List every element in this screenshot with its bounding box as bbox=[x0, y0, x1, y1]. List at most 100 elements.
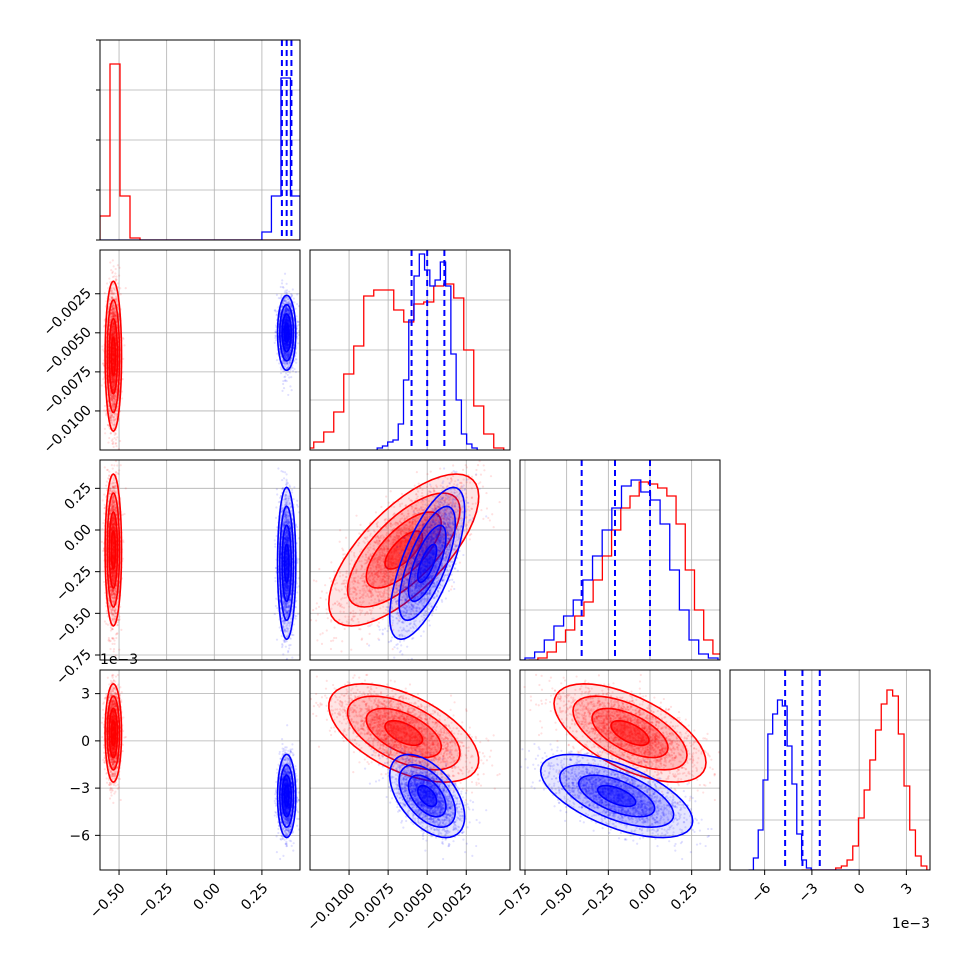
sample-point bbox=[112, 344, 115, 347]
sample-point bbox=[296, 320, 299, 324]
sample-point bbox=[112, 314, 115, 317]
sample-point bbox=[113, 331, 117, 335]
sample-point bbox=[113, 397, 117, 400]
sample-point bbox=[112, 366, 115, 369]
histogram-series-0 bbox=[100, 63, 300, 240]
sample-point bbox=[112, 403, 116, 406]
grid-2-2 bbox=[520, 460, 720, 660]
sample-point bbox=[110, 415, 113, 418]
sample-point bbox=[111, 360, 114, 363]
sample-point bbox=[103, 404, 107, 408]
sample-point bbox=[110, 334, 114, 337]
sample-point bbox=[112, 315, 115, 318]
sample-point bbox=[101, 362, 105, 366]
sample-point bbox=[114, 438, 118, 441]
sample-point bbox=[110, 311, 113, 314]
sample-point bbox=[111, 303, 114, 306]
sample-point bbox=[110, 269, 113, 272]
sample-point bbox=[291, 366, 294, 370]
sample-point bbox=[112, 314, 115, 317]
sample-point bbox=[112, 349, 115, 352]
sample-point bbox=[284, 372, 288, 375]
sample-point bbox=[110, 308, 113, 312]
sample-point bbox=[111, 358, 114, 361]
panel-border-1-1 bbox=[309, 249, 511, 451]
sample-point bbox=[113, 292, 116, 295]
sample-point bbox=[111, 385, 114, 389]
sample-point bbox=[112, 388, 115, 392]
sample-point bbox=[112, 354, 115, 357]
sample-point bbox=[116, 264, 119, 267]
sample-point bbox=[111, 396, 114, 399]
sample-point bbox=[109, 432, 113, 435]
sample-point bbox=[115, 395, 118, 398]
histogram-series-1 bbox=[100, 77, 300, 240]
sample-point bbox=[111, 355, 114, 358]
sample-point bbox=[113, 394, 116, 397]
sample-point bbox=[113, 326, 116, 330]
sample-point bbox=[295, 358, 298, 361]
sample-point bbox=[295, 361, 298, 364]
sample-point bbox=[113, 307, 116, 311]
sample-point bbox=[114, 414, 117, 417]
sample-point bbox=[119, 293, 122, 296]
sample-point bbox=[110, 289, 114, 292]
sample-point bbox=[107, 441, 110, 444]
sample-point bbox=[274, 336, 277, 340]
sample-point bbox=[282, 382, 285, 386]
histogram-series-1 bbox=[748, 699, 860, 870]
sample-point bbox=[108, 409, 111, 413]
sample-point bbox=[121, 377, 124, 381]
sample-point bbox=[121, 336, 124, 340]
sample-point bbox=[113, 436, 116, 440]
sample-point bbox=[123, 344, 126, 347]
sample-point bbox=[118, 274, 121, 277]
sample-point bbox=[109, 392, 112, 395]
sample-point bbox=[112, 304, 115, 308]
sample-point bbox=[111, 405, 114, 408]
sample-point bbox=[112, 362, 115, 365]
sample-point bbox=[112, 315, 115, 318]
sample-point bbox=[111, 352, 114, 355]
sample-point bbox=[113, 329, 116, 332]
sample-point bbox=[290, 294, 294, 297]
sample-point bbox=[105, 412, 108, 415]
sample-point bbox=[112, 362, 115, 365]
sample-point bbox=[116, 302, 119, 306]
sample-point bbox=[113, 275, 116, 278]
sample-point bbox=[112, 334, 115, 337]
sample-point bbox=[289, 385, 292, 388]
sample-point bbox=[108, 387, 111, 391]
scatter-panel-1-0 bbox=[100, 259, 300, 450]
sample-point bbox=[109, 393, 113, 396]
sample-point bbox=[109, 415, 113, 418]
sample-point bbox=[112, 292, 116, 295]
sample-point bbox=[281, 279, 284, 282]
sample-point bbox=[111, 398, 114, 401]
sample-point bbox=[112, 402, 115, 405]
panel-border-2-2 bbox=[519, 459, 721, 661]
sample-point bbox=[112, 333, 115, 336]
sample-point bbox=[112, 361, 115, 364]
sample-point bbox=[112, 354, 115, 357]
sample-point bbox=[116, 299, 119, 302]
sample-point bbox=[110, 312, 113, 316]
sample-point bbox=[110, 421, 113, 425]
sample-point bbox=[111, 348, 114, 352]
hist-panel-2 bbox=[520, 460, 720, 660]
sample-point bbox=[111, 378, 114, 381]
sample-point bbox=[296, 293, 299, 296]
sample-point bbox=[112, 441, 115, 444]
sample-point bbox=[111, 382, 114, 385]
sample-point bbox=[294, 307, 297, 310]
sample-point bbox=[111, 365, 115, 368]
sample-point bbox=[114, 334, 117, 337]
sample-point bbox=[112, 393, 115, 397]
sample-point bbox=[103, 427, 106, 430]
sample-point bbox=[109, 395, 112, 398]
sample-point bbox=[114, 315, 117, 318]
sample-point bbox=[112, 415, 115, 419]
sample-point bbox=[116, 436, 119, 439]
sample-point bbox=[114, 315, 117, 318]
sample-point bbox=[113, 383, 116, 386]
